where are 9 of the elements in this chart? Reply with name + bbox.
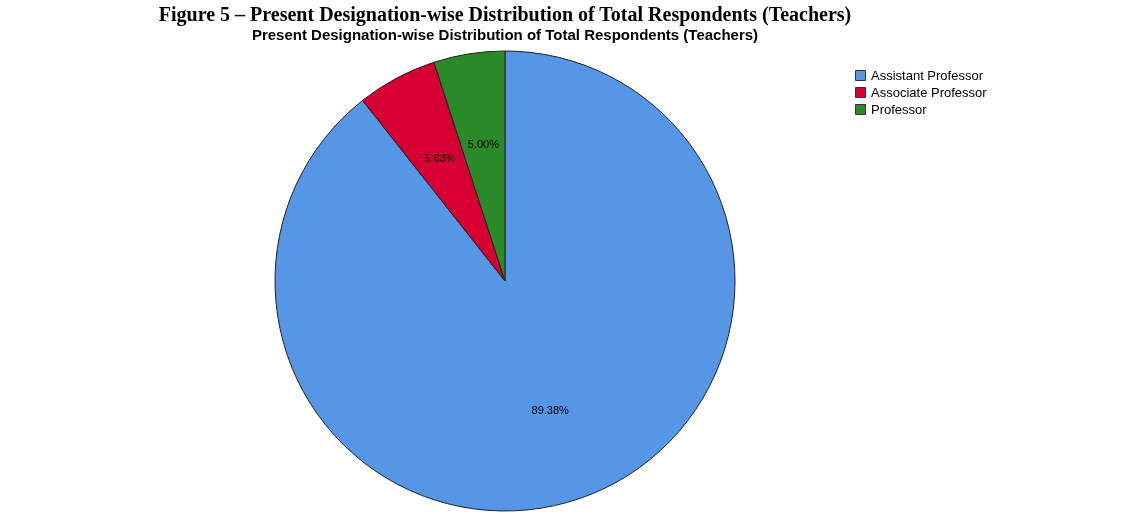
pie-slice xyxy=(274,50,736,512)
data-label: 5.63% xyxy=(424,152,456,165)
caption: Figure 5 – Present Designation-wise Distribution of Total Respondents (Teachers) xyxy=(158,3,852,26)
legend-label: Associate Professor xyxy=(871,84,988,100)
legend-label: Assistant Professor xyxy=(871,67,984,83)
legend-label: Professor xyxy=(871,101,928,117)
data-label: 89.38% xyxy=(531,404,570,417)
chart-title: Present Designation-wise Distribution of Total Respondents (Teachers) xyxy=(251,26,759,43)
data-label: 5.00% xyxy=(467,137,500,150)
